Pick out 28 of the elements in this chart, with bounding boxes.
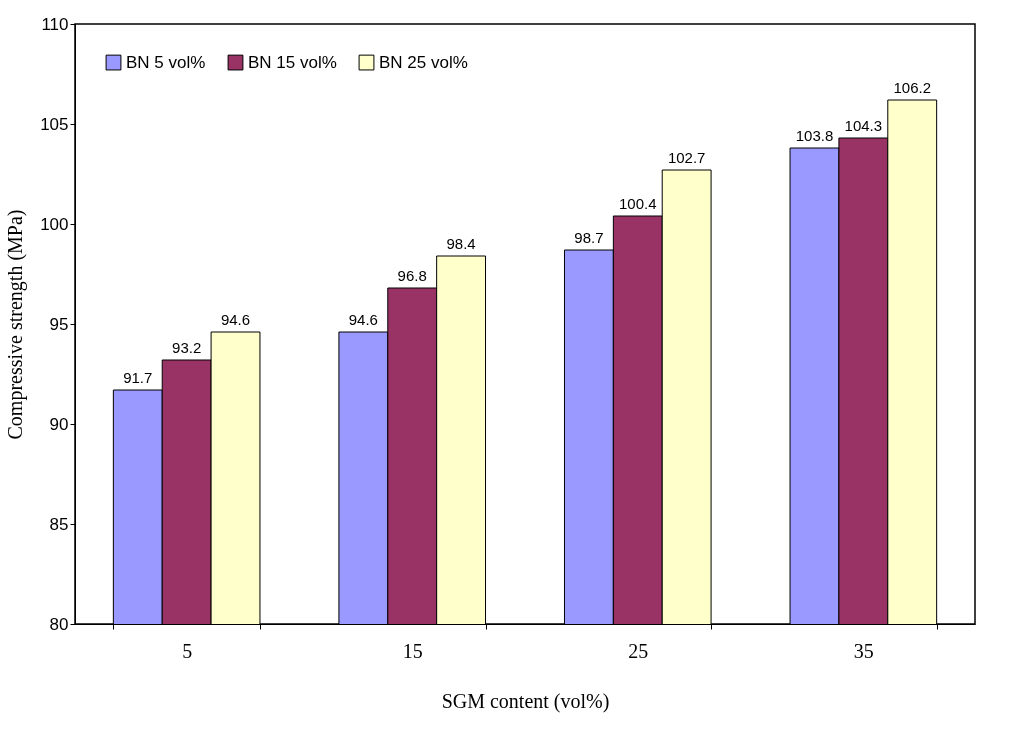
data-label: 104.3 [844, 117, 883, 134]
data-label: 91.7 [123, 369, 153, 386]
y-tick-label: 90 [49, 414, 69, 434]
legend-label: BN 5 vol% [126, 52, 206, 72]
y-tick-label: 105 [40, 114, 69, 134]
data-label: 98.4 [446, 235, 476, 252]
data-label: 96.8 [397, 267, 427, 284]
data-label: 103.8 [795, 127, 834, 144]
data-label: 93.2 [172, 339, 202, 356]
y-tick-label: 95 [49, 314, 69, 334]
x-tick-label: 5 [182, 639, 193, 662]
data-label: 98.7 [574, 229, 604, 246]
x-tick-label: 25 [628, 639, 649, 662]
x-axis-title: SGM content (vol%) [441, 689, 610, 713]
data-label: 94.6 [348, 311, 378, 328]
data-label: 100.4 [619, 195, 657, 212]
data-label: 102.7 [667, 149, 706, 166]
y-tick-label: 80 [49, 614, 69, 634]
x-tick-label: 15 [402, 639, 423, 662]
legend-label: BN 25 vol% [379, 52, 468, 72]
y-tick-label: 110 [41, 14, 69, 34]
y-tick-label: 100 [40, 214, 69, 234]
y-tick-label: 85 [49, 514, 69, 534]
x-tick-label: 35 [853, 639, 874, 662]
data-label: 94.6 [220, 311, 251, 328]
legend-label: BN 15 vol% [248, 52, 337, 72]
data-label: 106.2 [893, 79, 931, 96]
y-axis-title: Compressive strength (MPa) [4, 209, 28, 440]
